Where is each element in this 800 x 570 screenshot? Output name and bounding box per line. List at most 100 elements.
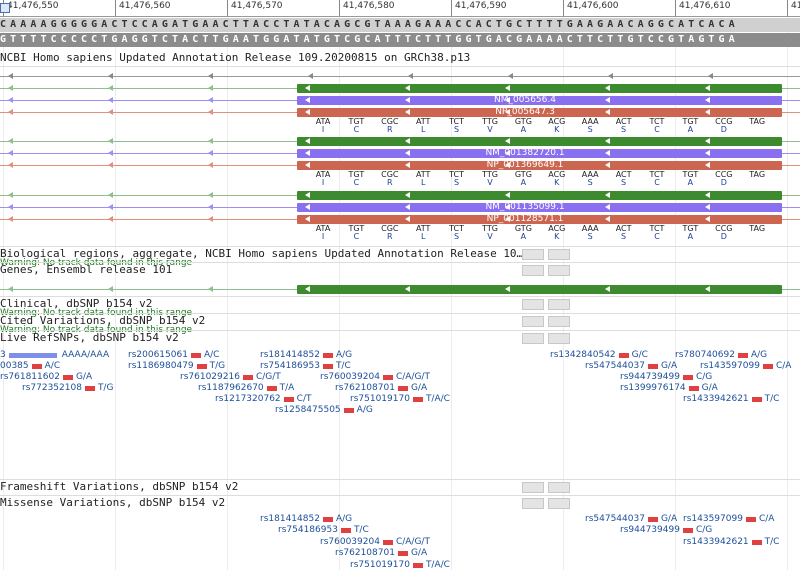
nav-next[interactable] [548, 333, 570, 344]
amino-acid: A [687, 125, 694, 134]
nav-next[interactable] [548, 249, 570, 260]
strand-arrow [705, 162, 710, 168]
snp-id: rs762108701 [335, 548, 395, 558]
ruler-line [3, 0, 4, 570]
rna-label: NM_005656.4 [494, 95, 556, 105]
strand-arrow [8, 97, 13, 103]
snp-allele: T/A/C [425, 560, 450, 570]
strand-arrow [605, 85, 610, 91]
intron-line [0, 153, 297, 154]
amino-acid: A [520, 125, 527, 134]
strand-arrow [705, 204, 710, 210]
strand-arrow [108, 204, 113, 210]
codon: TTG [482, 117, 498, 126]
codon: TGT [682, 117, 699, 126]
snp-id: rs143597099 [683, 514, 743, 524]
strand-arrow [305, 192, 310, 198]
strand-arrow [605, 192, 610, 198]
snp-marker [322, 353, 333, 358]
track-title: Missense Variations, dbSNP b154 v2 [0, 496, 226, 509]
amino-acid: I [321, 125, 325, 134]
strand-arrow [305, 97, 310, 103]
codon: ACT [615, 170, 632, 179]
strand-arrow [508, 73, 513, 79]
strand-arrow [405, 109, 410, 115]
strand-arrow [305, 286, 310, 292]
snp-allele: G/A [75, 372, 93, 382]
codon: GTG [514, 224, 532, 233]
codon: TTG [482, 170, 498, 179]
track-title: Cited Variations, dbSNP b154 v2 [0, 314, 206, 327]
nav-prev[interactable] [522, 498, 544, 509]
snp-id: rs547544037 [585, 361, 645, 371]
codon: ATT [415, 117, 431, 126]
snp-id: rs754186953 [278, 525, 338, 535]
amino-acid: I [321, 178, 325, 187]
nav-next[interactable] [548, 482, 570, 493]
strand-arrow [405, 138, 410, 144]
strand-arrow [605, 204, 610, 210]
codon: GTG [514, 170, 532, 179]
codon: ACT [615, 117, 632, 126]
snp-marker [682, 528, 693, 533]
snp-id: rs1187962670 [198, 383, 264, 393]
ruler-label: 41,476,590 [455, 1, 507, 11]
amino-acid: S [621, 178, 627, 187]
codon: TCT [649, 117, 665, 126]
intron-line [0, 195, 297, 196]
ruler-tick [787, 0, 788, 16]
strand-arrow [108, 216, 113, 222]
codon: ATT [415, 224, 431, 233]
strand-arrow [405, 204, 410, 210]
snp-id: rs760039204 [320, 537, 380, 547]
strand-arrow [8, 150, 13, 156]
nav-prev[interactable] [522, 316, 544, 327]
amino-acid: I [321, 232, 325, 241]
nav-prev[interactable] [522, 482, 544, 493]
codon: AAA [581, 170, 599, 179]
nav-next[interactable] [548, 316, 570, 327]
nav-prev[interactable] [522, 299, 544, 310]
sequence-row [0, 18, 800, 32]
strand-arrow [505, 109, 510, 115]
snp-allele: C/A/G/T [395, 372, 430, 382]
codon: AAA [581, 224, 599, 233]
codon: TAG [749, 224, 766, 233]
snp-id: rs547544037 [585, 514, 645, 524]
strand-arrow [8, 216, 13, 222]
snp-id: rs1258475505 [275, 405, 341, 415]
ruler-icon[interactable] [0, 3, 10, 13]
codon: CGC [381, 224, 399, 233]
nav-prev[interactable] [522, 249, 544, 260]
strand-arrow [8, 85, 13, 91]
snp-marker [751, 540, 762, 545]
amino-acid: V [487, 178, 493, 187]
intron-line [782, 195, 800, 196]
intron-line [782, 207, 800, 208]
amino-acid: D [720, 125, 727, 134]
nav-next[interactable] [548, 299, 570, 310]
amino-acid: S [587, 232, 593, 241]
nav-next[interactable] [548, 498, 570, 509]
sequence-row [0, 33, 800, 47]
intron-line [0, 219, 297, 220]
nav-prev[interactable] [522, 333, 544, 344]
strand-arrow [505, 286, 510, 292]
codon: TCT [449, 117, 465, 126]
rna-label: NM_001135099.1 [485, 202, 565, 212]
nav-prev[interactable] [522, 265, 544, 276]
strand-arrow [305, 138, 310, 144]
snp-marker [62, 375, 73, 380]
snp-id: rs754186953 [260, 361, 320, 371]
amino-acid: L [420, 178, 426, 187]
strand-arrow [308, 73, 313, 79]
strand-arrow [8, 138, 13, 144]
track-sep [0, 246, 800, 247]
ruler-label: 41,476,610 [679, 1, 731, 11]
snp-id: rs780740692 [675, 350, 735, 360]
snp-allele: T/A [279, 383, 295, 393]
strand-arrow [705, 85, 710, 91]
nav-next[interactable] [548, 265, 570, 276]
snp-marker [751, 397, 762, 402]
strand-arrow [505, 150, 510, 156]
